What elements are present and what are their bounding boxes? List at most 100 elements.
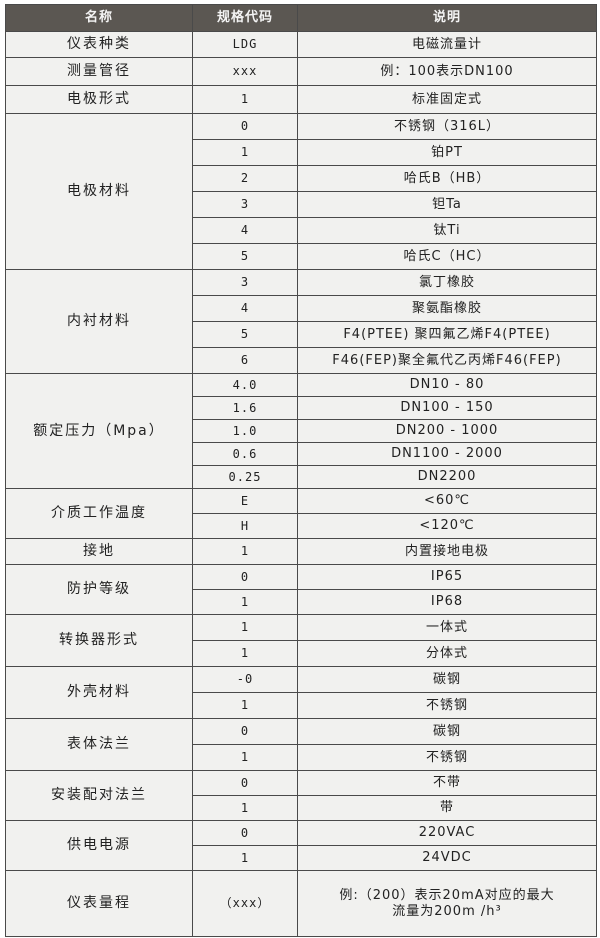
spec-name: 仪表种类 bbox=[5, 31, 193, 58]
spec-code: 4 bbox=[192, 295, 298, 322]
spec-desc: 碳钢 bbox=[297, 666, 597, 693]
spec-code: 2 bbox=[192, 165, 298, 192]
table-row: 表体法兰 0 碳钢 bbox=[5, 718, 597, 771]
table-row: 3 钽Ta bbox=[6, 191, 597, 218]
table-row: 0.25 DN2200 bbox=[6, 465, 597, 489]
spec-desc: 不锈钢（316L） bbox=[297, 113, 597, 140]
spec-code: 5 bbox=[192, 321, 298, 348]
table-row: 电极形式 1 标准固定式 bbox=[5, 85, 597, 114]
table-row: 1.0 DN200 - 1000 bbox=[6, 419, 597, 443]
spec-desc: 电磁流量计 bbox=[297, 31, 597, 58]
spec-code: 0 bbox=[192, 820, 298, 846]
spec-code: 1 bbox=[192, 795, 298, 821]
table-row: 防护等级 0 IP65 bbox=[5, 564, 597, 615]
spec-name: 供电电源 bbox=[5, 820, 193, 871]
spec-name: 转换器形式 bbox=[5, 614, 193, 667]
spec-desc: <120℃ bbox=[297, 513, 597, 539]
spec-code: 1.0 bbox=[192, 419, 298, 443]
spec-desc: 24VDC bbox=[297, 845, 597, 871]
table-row: 1 IP68 bbox=[6, 589, 597, 615]
header-name: 名称 bbox=[5, 4, 193, 32]
spec-desc: F4(PTEE) 聚四氟乙烯F4(PTEE) bbox=[297, 321, 597, 348]
table-row: 5 哈氏C（HC） bbox=[6, 243, 597, 270]
table-row: 安装配对法兰 0 不带 bbox=[5, 770, 597, 821]
table-row: H <120℃ bbox=[6, 513, 597, 539]
spec-code: 1 bbox=[192, 589, 298, 615]
spec-code: 1.6 bbox=[192, 396, 298, 420]
table-row: 1 不锈钢 bbox=[6, 744, 597, 771]
table-row: 1 分体式 bbox=[6, 640, 597, 667]
table-row: 0.6 DN1100 - 2000 bbox=[6, 442, 597, 466]
spec-desc: 分体式 bbox=[297, 640, 597, 667]
spec-desc: 不带 bbox=[297, 770, 597, 796]
spec-desc: 碳钢 bbox=[297, 718, 597, 745]
table-row: 4 聚氨酯橡胶 bbox=[6, 295, 597, 322]
spec-desc: 220VAC bbox=[297, 820, 597, 846]
spec-code: 0 bbox=[192, 113, 298, 140]
spec-table: 名称 规格代码 说明 仪表种类 LDG 电磁流量计 测量管径 xxx 例：100表示DN1… bbox=[5, 4, 597, 937]
table-row: 4 钛Ti bbox=[6, 217, 597, 244]
spec-name: 安装配对法兰 bbox=[5, 770, 193, 821]
spec-desc: F46(FEP)聚全氟代乙丙烯F46(FEP) bbox=[297, 347, 597, 374]
table-row: 5 F4(PTEE) 聚四氟乙烯F4(PTEE) bbox=[6, 321, 597, 348]
table-row: 外壳材料 -0 碳钢 bbox=[5, 666, 597, 719]
spec-code: 3 bbox=[192, 191, 298, 218]
spec-desc: <60℃ bbox=[297, 488, 597, 514]
spec-code: -0 bbox=[192, 666, 298, 693]
spec-desc: 一体式 bbox=[297, 614, 597, 641]
spec-name: 外壳材料 bbox=[5, 666, 193, 719]
spec-code: 1 bbox=[192, 744, 298, 771]
table-row: 测量管径 xxx 例：100表示DN100 bbox=[5, 57, 597, 86]
table-row: 6 F46(FEP)聚全氟代乙丙烯F46(FEP) bbox=[6, 347, 597, 374]
spec-name: 电极形式 bbox=[5, 85, 193, 114]
spec-code: （xxx） bbox=[192, 870, 298, 937]
spec-code: 3 bbox=[192, 269, 298, 296]
spec-code: 1 bbox=[192, 845, 298, 871]
spec-name: 额定压力（Mpa） bbox=[5, 373, 193, 489]
spec-desc: 氯丁橡胶 bbox=[297, 269, 597, 296]
spec-desc: 带 bbox=[297, 795, 597, 821]
table-row: 供电电源 0 220VAC bbox=[5, 820, 597, 871]
table-row: 2 哈氏B（HB） bbox=[6, 165, 597, 192]
spec-desc: DN10 - 80 bbox=[297, 373, 597, 397]
table-row: 电极材料 0 不锈钢（316L） bbox=[5, 113, 597, 270]
spec-code: 1 bbox=[192, 640, 298, 667]
spec-desc: DN200 - 1000 bbox=[297, 419, 597, 443]
spec-desc: 例:（200）表示20mA对应的最大流量为200m /h³ bbox=[297, 870, 597, 937]
spec-code: 1 bbox=[192, 538, 298, 565]
header-desc: 说明 bbox=[297, 4, 597, 32]
spec-desc: 标准固定式 bbox=[297, 85, 597, 114]
header-row: 名称 规格代码 说明 bbox=[5, 4, 597, 32]
spec-code: 0 bbox=[192, 564, 298, 590]
spec-code: H bbox=[192, 513, 298, 539]
spec-desc: IP68 bbox=[297, 589, 597, 615]
spec-desc: 不锈钢 bbox=[297, 692, 597, 719]
spec-code: 5 bbox=[192, 243, 298, 270]
spec-desc: 不锈钢 bbox=[297, 744, 597, 771]
spec-code: xxx bbox=[192, 57, 298, 86]
spec-desc: DN2200 bbox=[297, 465, 597, 489]
header-code: 规格代码 bbox=[192, 4, 298, 32]
spec-name: 仪表量程 bbox=[5, 870, 193, 937]
spec-name: 内衬材料 bbox=[5, 269, 193, 374]
spec-name: 接地 bbox=[5, 538, 193, 565]
spec-desc: 铂PT bbox=[297, 139, 597, 166]
spec-desc: IP65 bbox=[297, 564, 597, 590]
table-row: 1 24VDC bbox=[6, 845, 597, 871]
spec-name: 防护等级 bbox=[5, 564, 193, 615]
table-row: 仪表种类 LDG 电磁流量计 bbox=[5, 31, 597, 58]
spec-code: 6 bbox=[192, 347, 298, 374]
spec-code: 0 bbox=[192, 718, 298, 745]
spec-code: LDG bbox=[192, 31, 298, 58]
spec-desc: DN1100 - 2000 bbox=[297, 442, 597, 466]
spec-name: 电极材料 bbox=[5, 113, 193, 270]
table-row: 1.6 DN100 - 150 bbox=[6, 396, 597, 420]
table-row: 内衬材料 3 氯丁橡胶 bbox=[5, 269, 597, 374]
spec-desc: 哈氏C（HC） bbox=[297, 243, 597, 270]
spec-code: 0.25 bbox=[192, 465, 298, 489]
table-row: 额定压力（Mpa） 4.0 DN10 - 80 bbox=[5, 373, 597, 489]
spec-code: 0 bbox=[192, 770, 298, 796]
table-row: 仪表量程 （xxx） 例:（200）表示20mA对应的最大流量为200m /h³ bbox=[5, 870, 597, 937]
table-row: 介质工作温度 E <60℃ bbox=[5, 488, 597, 539]
spec-code: 4 bbox=[192, 217, 298, 244]
